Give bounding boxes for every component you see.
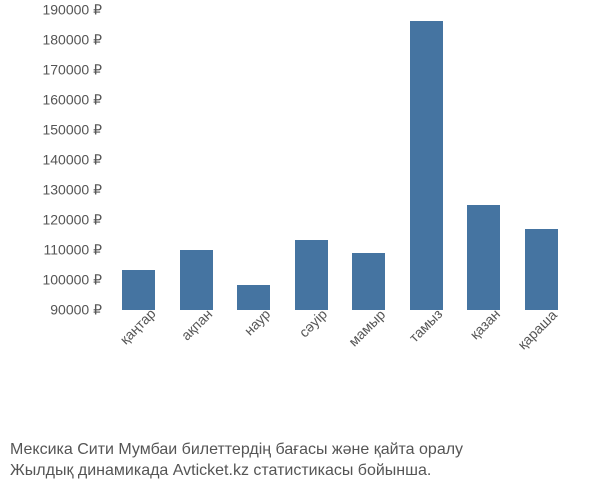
x-tick-label: тамыз [406,306,446,346]
x-tick-label: наур [241,306,274,339]
plot-area [110,10,570,310]
x-tick-label: қараша [515,306,561,352]
y-tick-label: 160000 ₽ [42,92,102,109]
y-axis: 90000 ₽100000 ₽110000 ₽120000 ₽130000 ₽1… [10,10,110,310]
bar [525,229,558,310]
chart-area: 90000 ₽ 100000 ₽ 110000 ₽ 120000 ₽ 130000 ₽ 1… [10,10,590,350]
y-tick-label: 100000 ₽ [42,272,102,289]
y-tick-label: 110000 ₽ [44,242,102,259]
caption-line-2: Жылдық динамикада Avticket.kz статистика… [10,460,590,482]
x-tick-label: мамыр [345,306,388,349]
x-tick-label: сәуір [296,306,330,340]
x-tick-label: қаңтар [116,306,158,348]
chart-caption: Мексика Сити Мумбаи билеттердің бағасы ж… [10,439,590,482]
bar [237,285,270,311]
x-tick-label: қазан [466,306,503,343]
bar [180,250,213,310]
y-tick-label: 150000 ₽ [42,122,102,139]
chart-container: 90000 ₽ 100000 ₽ 110000 ₽ 120000 ₽ 130000 ₽ 1… [0,0,600,500]
y-tick-label: 140000 ₽ [42,152,102,169]
bar [122,270,155,311]
bar [352,253,385,310]
bar [467,205,500,310]
y-tick-label: 120000 ₽ [42,212,102,229]
x-axis: қаңтарақпаннаурсәуірмамыртамызқазанқараш… [110,310,570,410]
y-tick-label: 180000 ₽ [42,32,102,49]
caption-line-1: Мексика Сити Мумбаи билеттердің бағасы ж… [10,439,590,461]
y-tick-label: 130000 ₽ [42,182,102,199]
x-tick-label: ақпан [178,306,215,343]
y-tick-label: 190000 ₽ [42,2,102,19]
bar [295,240,328,311]
y-tick-label: 170000 ₽ [42,62,102,79]
y-tick-label: 90000 ₽ [50,302,102,319]
bar [410,21,443,311]
